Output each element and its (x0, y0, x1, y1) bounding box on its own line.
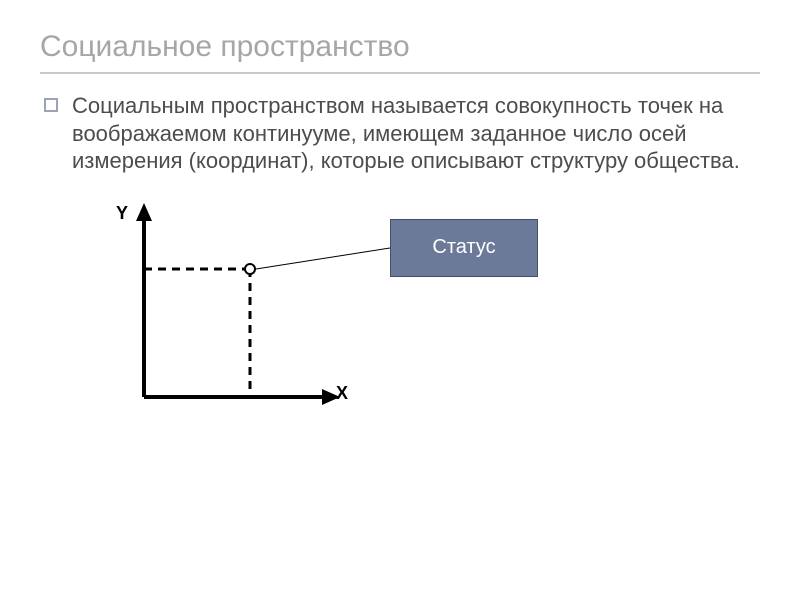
y-axis-label: Y (116, 203, 128, 224)
status-badge: Статус (390, 219, 538, 277)
slide-body: Социальным пространством называется сово… (40, 92, 760, 175)
body-text: Социальным пространством называется сово… (72, 92, 760, 175)
bullet-icon (44, 98, 58, 117)
slide-title: Социальное пространство (40, 30, 760, 74)
axes-svg (100, 199, 360, 419)
x-axis-label: X (336, 383, 348, 404)
slide: Социальное пространство Социальным прост… (0, 0, 800, 439)
status-badge-label: Статус (432, 236, 495, 259)
diagram-area: Y X Статус (100, 199, 640, 439)
